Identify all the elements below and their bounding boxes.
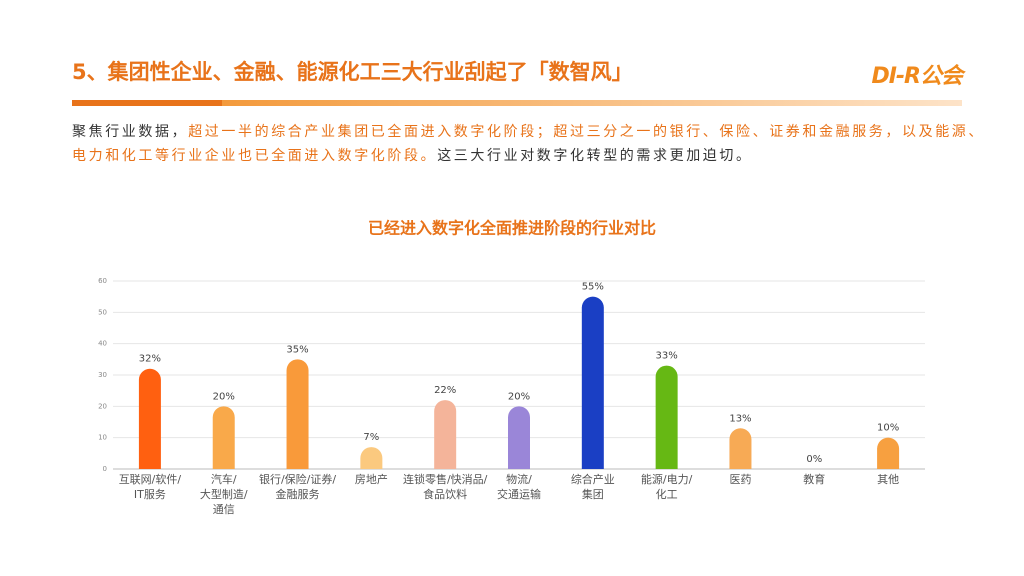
bar (581, 296, 604, 469)
description-text: 聚焦行业数据， (72, 124, 189, 140)
description-text: 这三大行业对数字化转型的需求更加迫切。 (437, 148, 753, 164)
chart-title: 已经进入数字化全面推进阶段的行业对比 (368, 219, 656, 238)
logo: DI-R公会 (871, 64, 963, 89)
bar (655, 365, 678, 469)
header-rule (222, 100, 962, 106)
x-tick-label: 教育 (803, 472, 825, 486)
description-text: 超过一半的综合产业集团已全面进入数字化阶段；超过三分之一的银行、保险、证券和金融… (72, 124, 985, 164)
x-tick-label: 银行/保险/证券/ (259, 472, 336, 486)
data-label: 20% (213, 391, 235, 402)
y-tick-label: 20 (98, 402, 107, 410)
data-label: 22% (434, 385, 456, 396)
x-tick-label: 通信 (213, 503, 235, 516)
x-tick-label: 汽车/ (211, 472, 237, 486)
x-tick-label: 交通运输 (497, 487, 541, 501)
data-label: 0% (806, 454, 822, 465)
bar (360, 447, 383, 469)
x-tick-label: 连锁零售/快消品/ (403, 472, 488, 486)
y-tick-label: 30 (98, 371, 107, 379)
bar (286, 359, 309, 469)
bar (212, 406, 235, 469)
data-label: 13% (729, 413, 751, 424)
header-rule (72, 100, 222, 106)
y-tick-label: 50 (98, 308, 107, 316)
x-tick-label: 能源/电力/ (641, 472, 693, 486)
bar (508, 406, 530, 469)
x-tick-label: 大型制造/ (200, 487, 248, 501)
data-label: 10% (877, 423, 899, 434)
description: 聚焦行业数据，超过一半的综合产业集团已全面进入数字化阶段；超过三分之一的银行、保… (72, 120, 992, 168)
data-label: 35% (286, 344, 308, 355)
x-tick-label: 房地产 (355, 472, 388, 486)
bar (877, 437, 900, 469)
x-tick-label: 金融服务 (276, 487, 320, 501)
x-tick-label: 集团 (582, 487, 604, 501)
y-tick-label: 10 (98, 434, 107, 442)
y-tick-label: 40 (98, 340, 107, 348)
slide-title: 5、集团性企业、金融、能源化工三大行业刮起了「数智风」 (72, 60, 633, 84)
x-tick-label: 互联网/软件/ (119, 472, 182, 486)
x-tick-label: 医药 (729, 473, 751, 486)
data-label: 32% (139, 354, 161, 365)
y-tick-label: 60 (98, 277, 107, 285)
data-label: 7% (363, 432, 379, 443)
x-tick-label: 物流/ (506, 472, 532, 486)
x-tick-label: 其他 (877, 473, 899, 486)
bar (434, 400, 457, 469)
data-label: 33% (656, 351, 678, 362)
x-tick-label: IT服务 (134, 488, 166, 501)
x-tick-label: 综合产业 (571, 472, 615, 486)
data-label: 55% (582, 282, 604, 293)
x-tick-label: 化工 (656, 487, 678, 501)
bar (729, 428, 752, 469)
y-tick-label: 0 (103, 465, 107, 473)
bar (138, 368, 161, 469)
x-tick-label: 食品饮料 (423, 487, 467, 501)
data-label: 20% (508, 391, 530, 402)
